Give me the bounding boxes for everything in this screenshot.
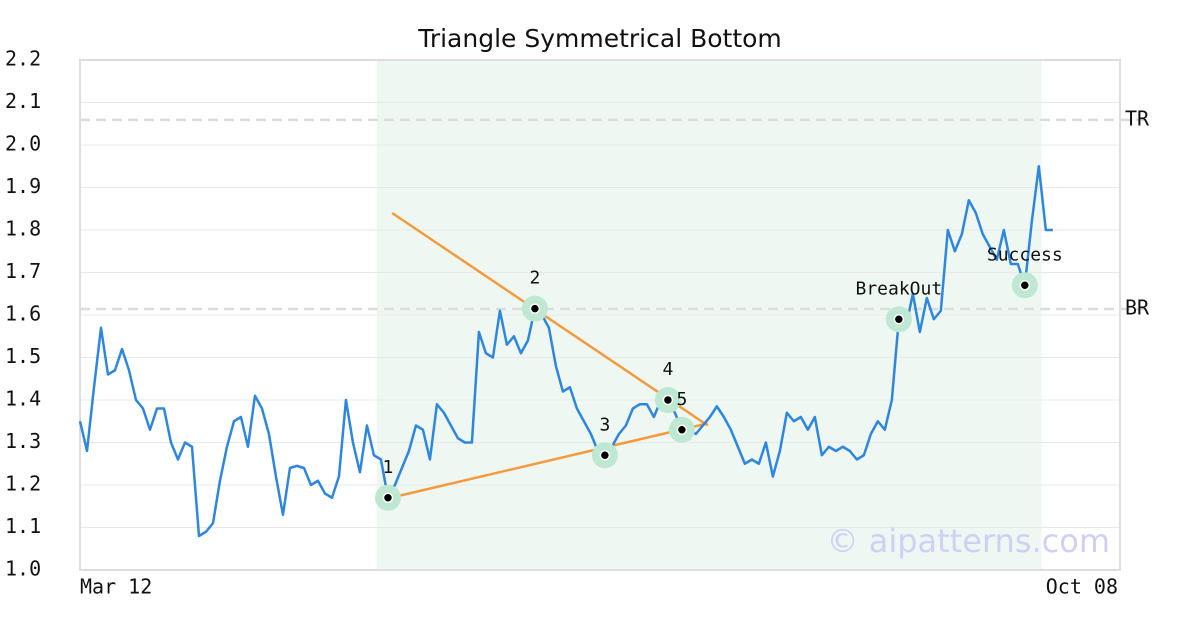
y-tick-label: 1.9 bbox=[5, 174, 41, 198]
y-tick-label: 1.8 bbox=[5, 217, 41, 241]
y-tick-label: 1.3 bbox=[5, 429, 41, 453]
point-dot bbox=[529, 303, 541, 314]
point-label: 1 bbox=[383, 457, 394, 478]
point-dot bbox=[382, 492, 394, 503]
point-dot bbox=[676, 424, 688, 435]
x-tick-label: Mar 12 bbox=[80, 575, 152, 599]
y-tick-label: 1.6 bbox=[5, 302, 41, 326]
y-tick-label: 2.1 bbox=[5, 89, 41, 113]
y-tick-label: 1.5 bbox=[5, 344, 41, 368]
point-label: 5 bbox=[676, 389, 687, 410]
level-label: TR bbox=[1125, 106, 1150, 130]
point-dot bbox=[893, 314, 905, 325]
level-label: BR bbox=[1125, 296, 1150, 320]
y-tick-label: 1.7 bbox=[5, 259, 41, 283]
plot-border bbox=[79, 59, 1121, 571]
x-tick-label: Oct 08 bbox=[1046, 575, 1118, 599]
trendline bbox=[390, 422, 709, 499]
y-tick-label: 1.4 bbox=[5, 387, 41, 411]
point-label: 3 bbox=[599, 414, 610, 435]
chart-title: Triangle Symmetrical Bottom bbox=[417, 24, 782, 53]
y-tick-label: 2.2 bbox=[5, 47, 41, 71]
y-tick-label: 1.0 bbox=[5, 557, 41, 581]
y-tick-label: 2.0 bbox=[5, 132, 41, 156]
y-tick-label: 1.2 bbox=[5, 472, 41, 496]
point-label: BreakOut bbox=[855, 278, 942, 299]
watermark: © aipatterns.com bbox=[827, 522, 1110, 560]
point-label: 2 bbox=[529, 268, 540, 289]
point-label: 4 bbox=[662, 359, 673, 380]
y-tick-label: 1.1 bbox=[5, 514, 41, 538]
price-line bbox=[78, 165, 1053, 538]
point-dot bbox=[1019, 280, 1031, 291]
point-dot bbox=[662, 394, 674, 406]
point-label: Success bbox=[987, 244, 1063, 265]
point-dot bbox=[599, 450, 611, 461]
trendline bbox=[391, 211, 709, 427]
